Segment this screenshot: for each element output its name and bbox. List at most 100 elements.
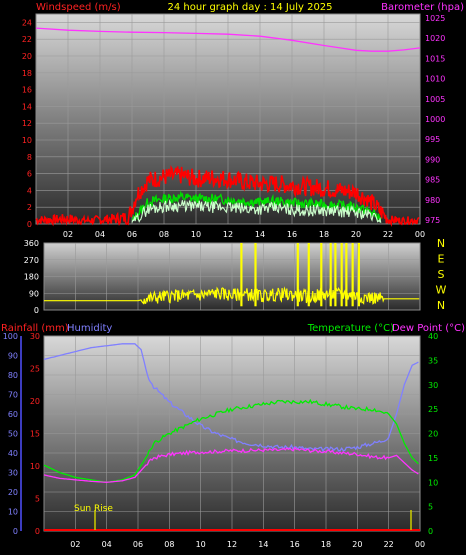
compass-label: N bbox=[437, 237, 445, 250]
humidity-y-tick-label: 0 bbox=[13, 527, 18, 536]
compass-label: N bbox=[437, 299, 445, 312]
direction-y-tick-label: 270 bbox=[24, 256, 39, 265]
temperature-x-tick-label: 06 bbox=[133, 540, 143, 549]
compass-label: E bbox=[438, 253, 445, 266]
wind-x-ticks: 02 04 06 08 10 12 14 16 18 20 22 00 bbox=[63, 230, 425, 239]
wind-x-tick-label: 04 bbox=[95, 230, 105, 239]
wind-direction-line bbox=[44, 285, 420, 305]
rainfall-axis-label: Rainfall (mm) bbox=[1, 323, 69, 334]
temperature-x-tick-label: 18 bbox=[321, 540, 331, 549]
wind-gust-line bbox=[35, 164, 420, 227]
temperature-y-tick-label: 40 bbox=[428, 332, 438, 341]
direction-series bbox=[44, 243, 420, 307]
humidity-y-tick-label: 20 bbox=[8, 488, 18, 497]
temperature-x-tick-label: 00 bbox=[415, 540, 425, 549]
humidity-y-tick-label: 60 bbox=[8, 410, 18, 419]
temperature-grid bbox=[44, 336, 421, 531]
barometer-y-tick-label: 1010 bbox=[425, 75, 445, 84]
rain-y-tick-label: 10 bbox=[30, 462, 40, 471]
wind-x-tick-label: 00 bbox=[415, 230, 425, 239]
temperature-x-tick-label: 08 bbox=[164, 540, 174, 549]
wind-x-tick-label: 22 bbox=[383, 230, 393, 239]
chart-title: 24 hour graph day : 14 July 2025 bbox=[167, 2, 332, 13]
wind-y-tick-label: 2 bbox=[27, 203, 32, 212]
humidity-axis-label: Humidity bbox=[67, 323, 112, 334]
wind-y-tick-label: 8 bbox=[27, 153, 32, 162]
direction-y-tick-label: 0 bbox=[34, 306, 39, 315]
barometer-y-tick-label: 980 bbox=[425, 196, 440, 205]
temperature-x-tick-label: 02 bbox=[70, 540, 80, 549]
barometer-y-tick-label: 985 bbox=[425, 176, 440, 185]
direction-y-tick-label: 360 bbox=[24, 239, 39, 248]
wind-y-tick-label: 22 bbox=[22, 35, 32, 44]
temperature-y-ticks: 0 5 10 15 20 25 30 35 40 bbox=[428, 332, 438, 536]
wind-y-tick-label: 18 bbox=[22, 69, 32, 78]
wind-speed-line bbox=[131, 199, 382, 223]
temperature-x-tick-label: 16 bbox=[290, 540, 300, 549]
wind-grid bbox=[36, 14, 421, 224]
humidity-y-tick-label: 10 bbox=[8, 508, 18, 517]
barometer-y-tick-label: 990 bbox=[425, 155, 440, 164]
temperature-x-tick-label: 14 bbox=[258, 540, 268, 549]
wind-series bbox=[35, 27, 421, 227]
temperature-x-ticks: 02 04 06 08 10 12 14 16 18 20 22 00 bbox=[70, 540, 425, 549]
humidity-y-tick-label: 90 bbox=[8, 352, 18, 361]
direction-y-tick-label: 90 bbox=[29, 289, 39, 298]
humidity-y-tick-label: 40 bbox=[8, 449, 18, 458]
wind-y-tick-label: 14 bbox=[22, 102, 32, 111]
humidity-y-tick-label: 70 bbox=[8, 391, 18, 400]
temperature-y-tick-label: 35 bbox=[428, 356, 438, 365]
barometer-y-tick-label: 995 bbox=[425, 135, 440, 144]
wind-y-tick-label: 4 bbox=[27, 186, 32, 195]
barometer-line bbox=[35, 27, 421, 52]
wind-y-tick-label: 16 bbox=[22, 86, 32, 95]
temperature-y-tick-label: 10 bbox=[428, 478, 438, 487]
humidity-y-tick-label: 100 bbox=[3, 332, 18, 341]
rain-y-tick-label: 20 bbox=[30, 397, 40, 406]
temperature-y-tick-label: 0 bbox=[428, 527, 433, 536]
wind-x-tick-label: 18 bbox=[319, 230, 329, 239]
rain-y-tick-label: 30 bbox=[30, 332, 40, 341]
wind-y-tick-label: 6 bbox=[27, 170, 32, 179]
barometer-y-tick-label: 1015 bbox=[425, 54, 445, 63]
temperature-x-tick-label: 12 bbox=[227, 540, 237, 549]
wind-x-tick-label: 12 bbox=[223, 230, 233, 239]
temperature-y-tick-label: 15 bbox=[428, 454, 438, 463]
wind-x-tick-label: 08 bbox=[159, 230, 169, 239]
wind-x-tick-label: 14 bbox=[255, 230, 265, 239]
barometer-y-ticks: 975 980 985 990 995 1000 1005 1010 1015 1020 1025 bbox=[425, 14, 445, 225]
barometer-axis-label: Barometer (hpa) bbox=[381, 2, 464, 13]
humidity-y-tick-label: 80 bbox=[8, 371, 18, 380]
rain-y-tick-label: 15 bbox=[30, 430, 40, 439]
compass-label: W bbox=[436, 284, 447, 297]
wind-x-tick-label: 20 bbox=[351, 230, 361, 239]
temperature-x-tick-label: 10 bbox=[196, 540, 206, 549]
wind-x-tick-label: 06 bbox=[127, 230, 137, 239]
temperature-axis-label: Temperature (°C) bbox=[307, 323, 394, 334]
wind-x-tick-label: 02 bbox=[63, 230, 73, 239]
wind-y-tick-label: 12 bbox=[22, 119, 32, 128]
wind-y-tick-label: 20 bbox=[22, 52, 32, 61]
wind-average-line bbox=[131, 190, 382, 223]
rain-y-ticks: 0 5 10 15 20 25 30 bbox=[30, 332, 40, 536]
direction-y-tick-label: 180 bbox=[24, 273, 39, 282]
humidity-y-tick-label: 30 bbox=[8, 469, 18, 478]
wind-x-tick-label: 16 bbox=[287, 230, 297, 239]
barometer-y-tick-label: 1020 bbox=[425, 34, 445, 43]
barometer-y-tick-label: 1000 bbox=[425, 115, 445, 124]
temperature-x-tick-label: 04 bbox=[102, 540, 112, 549]
rain-y-tick-label: 25 bbox=[30, 365, 40, 374]
barometer-y-tick-label: 1025 bbox=[425, 14, 445, 23]
sunrise-label: Sun Rise bbox=[74, 504, 113, 514]
humidity-y-tick-label: 50 bbox=[8, 430, 18, 439]
temperature-series bbox=[43, 343, 420, 531]
wind-y-tick-label: 24 bbox=[22, 18, 32, 27]
direction-y-ticks: 0 90 180 270 360 bbox=[24, 239, 39, 315]
temperature-y-tick-label: 20 bbox=[428, 430, 438, 439]
temperature-y-tick-label: 25 bbox=[428, 405, 438, 414]
windspeed-axis-label: Windspeed (m/s) bbox=[36, 2, 121, 13]
temperature-y-tick-label: 5 bbox=[428, 503, 433, 512]
